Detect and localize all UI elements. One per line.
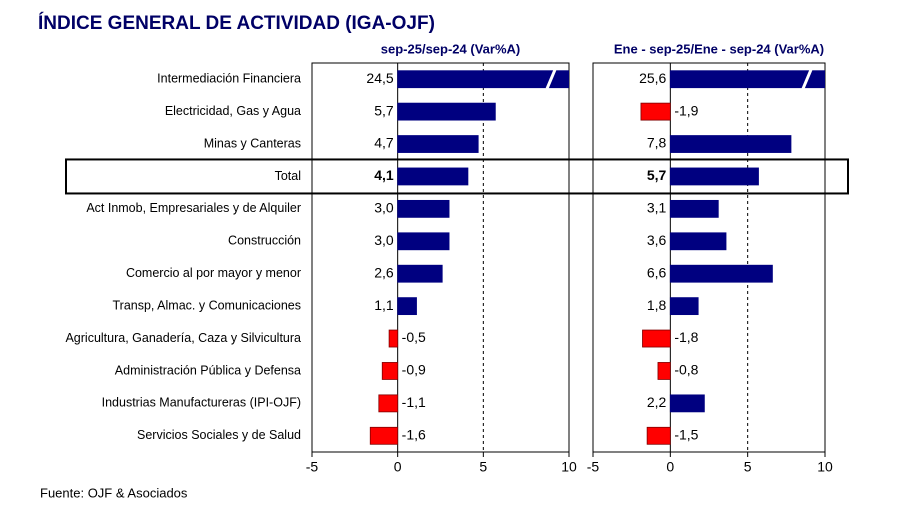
category-label: Act Inmob, Empresariales y de Alquiler [86,201,301,215]
bar [381,362,399,380]
bar [640,102,671,121]
value-label: 2,2 [647,394,667,410]
category-label: Intermediación Financiera [157,72,301,86]
bar [378,394,399,413]
bar [397,167,469,186]
x-tick-label: 10 [561,459,577,475]
bar [369,426,399,445]
value-label: 6,6 [647,264,667,280]
plot-frame [592,62,826,453]
bar [669,232,727,251]
category-label: Electricidad, Gas y Agua [165,104,301,118]
page-title: ÍNDICE GENERAL DE ACTIVIDAD (IGA-OJF) [38,12,435,34]
value-label: 5,7 [374,102,394,118]
bar [646,426,671,445]
bar [397,199,450,218]
panel-title: sep-25/sep-24 (Var%A) [381,41,520,56]
category-label: Minas y Canteras [204,136,301,150]
bar [388,329,399,348]
plot-frame [311,62,570,453]
bar [669,264,773,283]
value-label: 7,8 [647,135,667,151]
category-label: Servicios Sociales y de Salud [137,428,301,442]
value-label: 4,7 [374,135,394,151]
x-tick-label: -5 [587,459,600,475]
bar [657,362,671,380]
bar [669,297,699,316]
bar [669,70,825,89]
category-label: Construcción [228,234,301,248]
value-label: 5,7 [647,167,667,183]
category-label: Industrias Manufactureras (IPI-OJF) [102,396,301,410]
x-tick-label: 0 [394,459,402,475]
value-label: 3,0 [374,232,394,248]
value-label: 3,6 [647,232,667,248]
x-tick-label: 5 [479,459,487,475]
category-label: Total [275,169,301,183]
value-label: 1,8 [647,297,667,313]
bar [397,264,443,283]
value-label: -0,8 [674,362,698,378]
value-label: 4,1 [374,167,394,183]
value-label: 3,0 [374,200,394,216]
x-tick-label: 5 [744,459,752,475]
bar [669,135,792,153]
bar [669,167,759,186]
bars [369,70,569,445]
x-tick-label: 10 [817,459,833,475]
value-label: 24,5 [366,70,393,86]
value-label: -0,5 [402,329,426,345]
bar [669,199,719,218]
bar [397,102,496,121]
value-label: -1,5 [674,426,698,442]
bar [642,329,671,348]
highlight-box [65,158,849,195]
value-label: 1,1 [374,297,394,313]
bar [397,232,450,251]
category-label: Transp, Almac. y Comunicaciones [112,298,301,312]
axis-break [801,69,813,90]
bar [397,135,479,153]
panel-title: Ene - sep-25/Ene - sep-24 (Var%A) [614,41,824,56]
axis-break [545,69,557,90]
value-label: 3,1 [647,200,667,216]
bar [397,70,569,89]
value-label: -0,9 [402,362,426,378]
bars [640,70,825,445]
value-label: -1,1 [402,394,426,410]
category-label: Comercio al por mayor y menor [126,266,301,280]
category-label: Agricultura, Ganadería, Caza y Silvicult… [65,331,301,345]
value-label: -1,8 [674,329,698,345]
source-note: Fuente: OJF & Asociados [40,485,188,500]
value-label: 2,6 [374,264,394,280]
category-label: Administración Pública y Defensa [115,363,301,377]
bar [669,394,705,413]
x-tick-label: 0 [666,459,674,475]
value-label: -1,6 [402,426,426,442]
bar [397,297,417,316]
value-label: -1,9 [674,102,698,118]
value-label: 25,6 [639,70,666,86]
x-tick-label: -5 [306,459,319,475]
